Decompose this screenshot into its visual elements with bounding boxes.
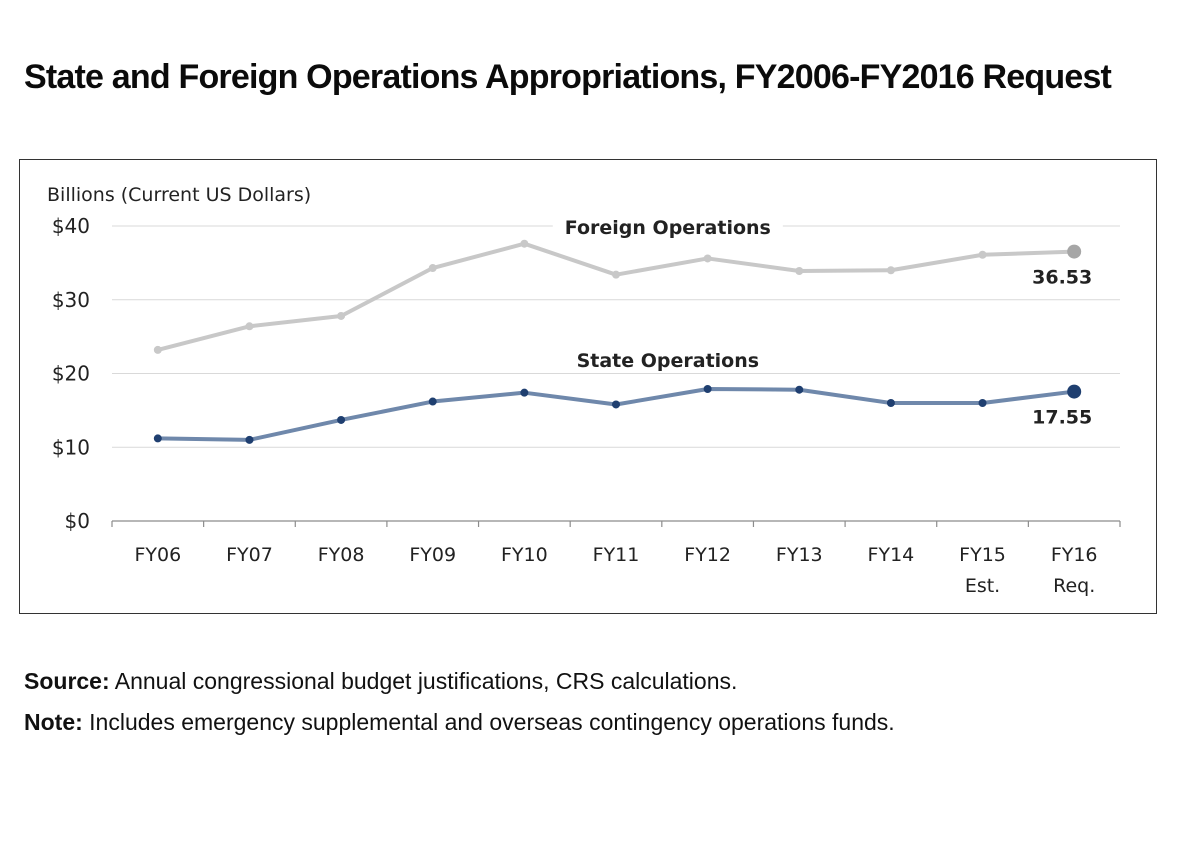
- x-tick-label: FY13: [776, 544, 823, 566]
- data-point: [337, 311, 346, 320]
- notes: Source: Annual congressional budget just…: [24, 667, 895, 749]
- data-point: [886, 266, 895, 275]
- x-tick-label: FY15: [959, 544, 1006, 566]
- series-label: Foreign Operations: [565, 217, 771, 239]
- x-tick-label: FY12: [684, 544, 731, 566]
- x-tick-label: Req.: [1053, 575, 1095, 597]
- x-tick-label: FY06: [134, 544, 181, 566]
- x-tick-label: Est.: [965, 575, 1000, 597]
- data-point: [795, 266, 804, 275]
- data-point: [886, 399, 895, 407]
- x-tick-label: FY08: [318, 544, 365, 566]
- data-point: [612, 400, 620, 409]
- series-end-point: [1067, 244, 1082, 259]
- source-note: Source: Annual congressional budget just…: [24, 667, 895, 696]
- y-tick-label: $20: [52, 362, 90, 386]
- data-point: [153, 345, 162, 354]
- data-point: [520, 388, 529, 397]
- y-tick-label: $10: [52, 435, 90, 459]
- y-tick-label: $40: [52, 214, 90, 238]
- series-line: [157, 241, 1075, 352]
- data-point: [703, 384, 712, 393]
- x-tick-label: FY14: [868, 544, 915, 566]
- data-point: [337, 415, 346, 424]
- data-point: [428, 397, 437, 406]
- data-point: [245, 435, 254, 444]
- data-point: [245, 322, 254, 331]
- data-label: 17.55: [1032, 407, 1092, 429]
- x-tick-label: FY10: [501, 544, 548, 566]
- data-point: [795, 385, 804, 394]
- series-end-point: [1067, 384, 1082, 399]
- note-text: Includes emergency supplemental and over…: [82, 709, 895, 735]
- page-title: State and Foreign Operations Appropriati…: [24, 58, 1112, 96]
- source-text: Annual congressional budget justificatio…: [109, 668, 738, 694]
- chart-frame: Billions (Current US Dollars) $0 $10 $20 $30…: [19, 159, 1157, 614]
- note-label: Note:: [24, 709, 83, 735]
- y-tick-label: $30: [52, 288, 90, 312]
- x-tick-label: FY11: [593, 544, 640, 566]
- x-tick-label: FY09: [409, 544, 456, 566]
- note-line: Note: Includes emergency supplemental an…: [24, 708, 895, 737]
- series-label-background: [552, 214, 783, 242]
- source-label: Source:: [24, 668, 110, 694]
- y-tick-label: $0: [65, 509, 90, 533]
- data-point: [703, 254, 712, 263]
- line-chart: Billions (Current US Dollars) $0 $10 $20 $30…: [47, 184, 1121, 597]
- series-line: [157, 386, 1075, 442]
- data-point: [520, 239, 529, 248]
- x-tick-label: FY07: [226, 544, 273, 566]
- series-label: State Operations: [577, 350, 760, 372]
- data-point: [978, 399, 987, 407]
- y-axis-label: Billions (Current US Dollars): [47, 184, 311, 206]
- data-point: [612, 270, 620, 279]
- data-point: [978, 250, 987, 259]
- x-tick-label: FY16: [1051, 544, 1098, 566]
- data-label: 36.53: [1032, 267, 1092, 289]
- data-point: [428, 264, 437, 273]
- data-point: [153, 434, 162, 443]
